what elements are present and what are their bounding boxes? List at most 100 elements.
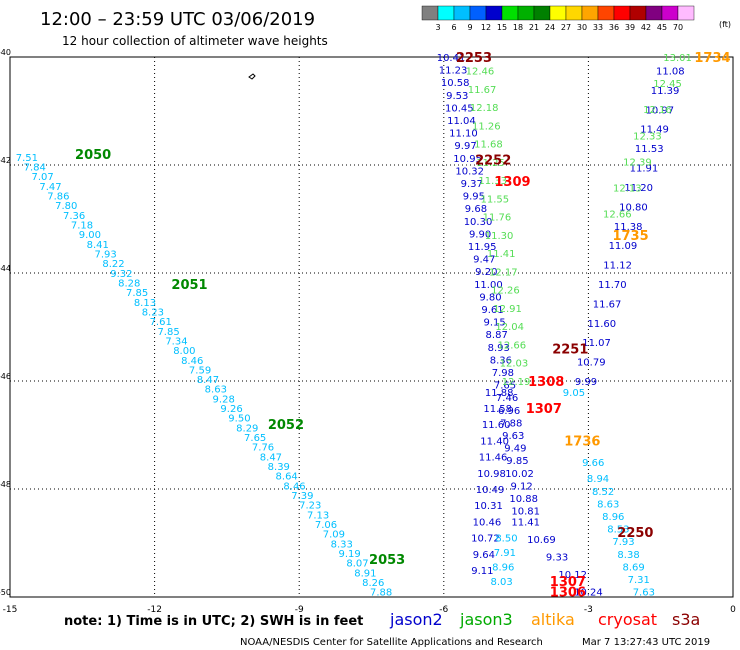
wave-height-value: 7.34 (165, 336, 187, 347)
colorbar-tick-label: 36 (609, 23, 619, 32)
wave-height-value: 11.49 (640, 125, 669, 136)
wave-height-value: 9.00 (79, 230, 101, 241)
x-tick-label: -3 (584, 605, 593, 615)
satellite-legend: jason2 jason3 altika cryosat s3a (389, 610, 700, 629)
wave-height-value: 7.06 (315, 520, 337, 531)
wave-height-value: 11.33 (478, 176, 507, 187)
wave-height-value: 7.65 (244, 433, 266, 444)
credit-text: NOAA/NESDIS Center for Satellite Applica… (240, 637, 543, 648)
colorbar-tick-label: 18 (513, 23, 523, 32)
wave-height-tracks: 7.517.847.077.477.867.807.367.189.008.41… (16, 53, 692, 599)
wave-height-value: 11.41 (511, 517, 540, 528)
wave-height-value: 8.29 (236, 423, 258, 434)
pass-time-label: 1736 (564, 434, 600, 449)
wave-height-value: 11.10 (449, 129, 478, 140)
y-tick-label: -50 (0, 588, 11, 597)
wave-height-value: 7.36 (63, 211, 85, 222)
colorbar-swatch (613, 5, 631, 21)
wave-height-value: 9.32 (110, 269, 132, 280)
y-tick-labels: -40 -42 -44 -46 -48 -50 (0, 48, 11, 597)
wave-height-value: 11.41 (487, 249, 516, 260)
colorbar-swatch (597, 5, 615, 21)
wave-height-value: 10.24 (574, 588, 603, 599)
wave-height-value: 8.46 (181, 356, 203, 367)
colorbar-tick-label: 33 (593, 23, 603, 32)
wave-height-value: 8.03 (491, 577, 513, 588)
wave-height-value: 10.69 (527, 535, 556, 546)
wave-height-value: 8.96 (492, 562, 514, 573)
wave-height-value: 8.64 (276, 472, 298, 483)
wave-height-value: 8.22 (102, 259, 124, 270)
wave-height-value: 7.59 (189, 365, 211, 376)
wave-height-value: 7.51 (16, 153, 38, 164)
wave-height-value: 9.63 (502, 431, 524, 442)
legend-altika: altika (531, 610, 575, 629)
colorbar-swatch (677, 5, 695, 21)
wave-height-value: 11.91 (630, 164, 659, 175)
pass-time-label: 2053 (369, 553, 405, 568)
y-tick-label: -42 (0, 156, 11, 165)
wave-height-value: 9.50 (228, 414, 250, 425)
x-tick-label: -6 (439, 605, 448, 615)
pass-time-label: 2252 (475, 154, 511, 169)
wave-height-value: 9.49 (504, 444, 526, 455)
wave-height-value: 8.23 (142, 307, 164, 318)
wave-height-value: 11.70 (598, 280, 627, 291)
wave-height-value: 8.52 (592, 487, 614, 498)
y-tick-label: -44 (0, 264, 11, 273)
island-shape (248, 73, 256, 80)
wave-height-value: 7.65 (494, 381, 516, 392)
wave-height-value: 12.18 (470, 103, 499, 114)
wave-height-value: 8.46 (283, 481, 305, 492)
pass-time-label: 1308 (528, 375, 564, 390)
wave-height-value: 10.98 (477, 469, 506, 480)
wave-height-value: 11.60 (482, 420, 511, 431)
wave-height-value: 12.45 (653, 79, 682, 90)
wave-height-value: 12.17 (489, 267, 518, 278)
wave-height-value: 12.66 (498, 340, 527, 351)
colorbar-tick-label: 24 (545, 23, 555, 32)
x-tick-label: 0 (730, 605, 736, 615)
wave-height-value: 7.93 (612, 537, 634, 548)
wave-height-value: 7.61 (150, 317, 172, 328)
wave-height-value: 7.88 (500, 418, 522, 429)
wave-height-value: 11.76 (483, 213, 512, 224)
wave-height-value: 10.30 (464, 217, 493, 228)
wave-height-value: 10.41 (437, 53, 466, 64)
colorbar-swatch (581, 5, 599, 21)
wave-height-value: 8.38 (617, 550, 639, 561)
wave-height-value: 7.23 (299, 501, 321, 512)
x-tick-label: -15 (3, 605, 18, 615)
wave-height-value: 11.67 (468, 85, 497, 96)
wave-height-value: 11.09 (609, 241, 638, 252)
wave-height-value: 11.20 (624, 183, 653, 194)
wave-height-value: 9.11 (471, 566, 493, 577)
wave-height-value: 12.91 (493, 304, 522, 315)
wave-height-value: 7.85 (157, 327, 179, 338)
wave-height-value: 12.39 (623, 157, 652, 168)
wave-height-value: 7.63 (633, 588, 655, 599)
colorbar-tick-label: 27 (561, 23, 571, 32)
colorbar-tick-label: 3 (435, 23, 440, 32)
wave-height-value: 8.96 (602, 512, 624, 523)
wave-height-value: 7.84 (24, 163, 46, 174)
wave-height-value: 9.61 (481, 305, 503, 316)
wave-height-value: 8.91 (354, 568, 376, 579)
note-text: note: 1) Time is in UTC; 2) SWH is in fe… (64, 614, 363, 629)
colorbar-tick-label: 15 (497, 23, 507, 32)
y-tick-label: -40 (0, 48, 11, 57)
legend-jason2: jason2 (389, 610, 443, 629)
pass-time-label: 1307 (526, 402, 562, 417)
wave-height-value: 12.19 (502, 377, 531, 388)
wave-height-value: 8.00 (173, 346, 195, 357)
x-tick-labels: -15 -12 -9 -6 -3 0 (3, 605, 736, 615)
wave-height-value: 8.39 (268, 462, 290, 473)
pass-time-label: 1306 (550, 586, 586, 601)
wave-height-value: 11.67 (593, 299, 622, 310)
wave-height-value: 11.53 (635, 144, 664, 155)
wave-height-value: 12.46 (466, 67, 495, 78)
wave-height-value: 9.80 (479, 292, 501, 303)
wave-height-value: 12.26 (491, 286, 520, 297)
colorbar-swatch (485, 5, 503, 21)
